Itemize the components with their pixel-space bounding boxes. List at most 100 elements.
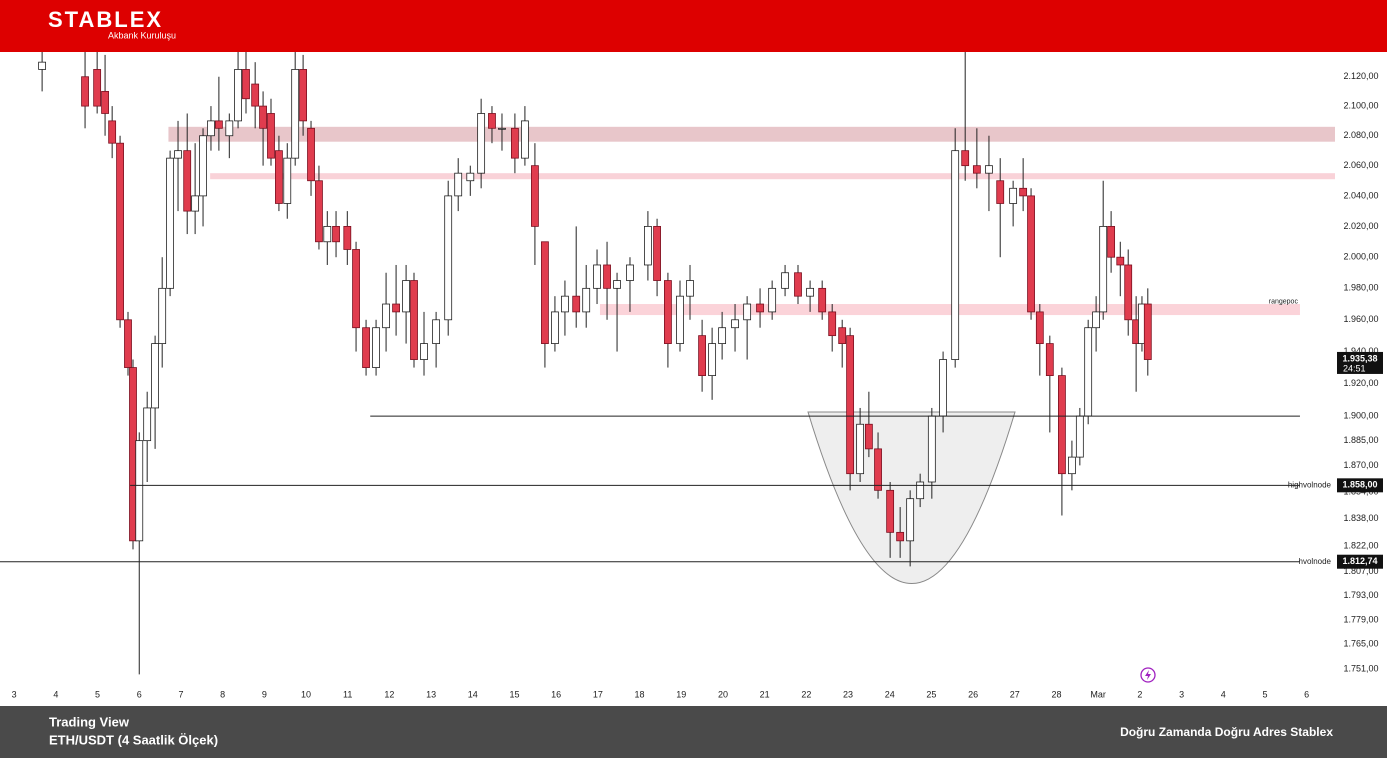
x-tick-label: 6	[1304, 689, 1309, 699]
x-tick-label: 7	[178, 689, 183, 699]
x-tick-label: 5	[1262, 689, 1267, 699]
candle-down	[242, 69, 250, 100]
candle-down	[698, 335, 707, 377]
x-tick-label: 12	[384, 689, 394, 699]
candle-down	[794, 272, 802, 297]
footer-pair: ETH/USDT (4 Saatlik Ölçek)	[49, 732, 218, 747]
y-tick-label: 1.920,00	[1343, 378, 1378, 388]
candle-up	[191, 195, 200, 212]
candle-up	[151, 343, 159, 409]
x-tick-label: 5	[95, 689, 100, 699]
candle-up	[731, 319, 739, 329]
x-tick-label: 20	[718, 689, 728, 699]
candle-up	[1092, 311, 1101, 329]
x-tick-label: 3	[1179, 689, 1184, 699]
candle-up	[906, 498, 915, 542]
candle-down	[1035, 311, 1044, 344]
x-tick-label: 28	[1051, 689, 1061, 699]
candle-down	[828, 311, 837, 337]
alert-bolt	[1145, 670, 1151, 680]
candle-down	[267, 113, 275, 159]
candle-up	[686, 280, 694, 297]
candle-up	[135, 440, 144, 542]
candle-down	[488, 113, 496, 129]
candle-down	[343, 225, 352, 250]
candle-down	[275, 150, 283, 204]
last-price-badge	[1337, 351, 1383, 374]
zone	[599, 304, 1300, 316]
candle-down	[332, 225, 340, 243]
level-name: highvolnode	[1288, 480, 1332, 489]
candle-up	[158, 287, 167, 344]
candle-up	[951, 150, 960, 360]
y-tick-label: 1.960,00	[1343, 314, 1378, 324]
candle-down	[116, 142, 124, 321]
candle-down	[299, 69, 308, 122]
candle-down	[124, 319, 132, 368]
y-tick-label: 1.885,00	[1343, 435, 1378, 445]
candle-down	[392, 303, 400, 313]
candle-down	[961, 150, 970, 167]
y-tick-label: 1.980,00	[1343, 283, 1378, 293]
x-tick-label: 14	[468, 689, 478, 699]
footer-source: Trading View	[49, 714, 130, 729]
logo-tagline: Akbank Kuruluşu	[108, 30, 176, 40]
candle-down	[362, 327, 370, 368]
candle-up	[521, 120, 529, 159]
candle-up	[174, 150, 182, 159]
x-tick-label: 21	[760, 689, 770, 699]
y-tick-label: 2.040,00	[1343, 190, 1378, 200]
level-badge	[1337, 478, 1383, 493]
x-tick-label: 9	[262, 689, 267, 699]
candle-up	[444, 195, 453, 321]
x-tick-label: 13	[426, 689, 436, 699]
candle-down	[1107, 225, 1116, 258]
candle-down	[259, 105, 267, 129]
candle-up	[856, 423, 865, 475]
candle-up	[1009, 187, 1018, 204]
x-tick-label: 17	[593, 689, 603, 699]
candle-down	[511, 127, 519, 159]
level-badge	[1337, 554, 1383, 569]
footer-slogan: Doğru Zamanda Doğru Adres Stablex	[1120, 725, 1333, 739]
candle-down	[81, 76, 89, 107]
x-tick-label: 10	[301, 689, 311, 699]
candle-up	[1084, 327, 1093, 417]
candle-down	[874, 448, 882, 491]
candle-up	[561, 295, 569, 313]
x-tick-label: 15	[509, 689, 519, 699]
alert-icon[interactable]	[1140, 667, 1156, 683]
last-price: 1.935,38	[1342, 353, 1377, 363]
candle-up	[432, 319, 441, 344]
x-tick-label: 25	[926, 689, 936, 699]
x-tick-label: 18	[635, 689, 645, 699]
candle-down	[1124, 264, 1133, 321]
y-tick-label: 2.080,00	[1343, 130, 1378, 140]
level-value: 1.858,00	[1342, 480, 1377, 490]
y-tick-label: 2.000,00	[1343, 252, 1378, 262]
candle-down	[1019, 187, 1028, 197]
x-tick-label: 11	[343, 689, 352, 699]
candle-down	[108, 120, 117, 144]
x-tick-label: 3	[12, 689, 17, 699]
x-tick-label: 4	[53, 689, 58, 699]
candle-up	[283, 157, 292, 204]
y-tick-label: 2.120,00	[1343, 71, 1378, 81]
y-tick-label: 1.765,00	[1343, 639, 1378, 649]
y-tick-label: 1.751,00	[1343, 663, 1378, 673]
y-tick-label: 2.020,00	[1343, 221, 1378, 231]
candle-down	[603, 264, 611, 289]
candle-up	[551, 311, 559, 344]
candle-up	[382, 303, 390, 329]
y-tick-label: 2.100,00	[1343, 100, 1378, 110]
x-tick-label: 6	[137, 689, 142, 699]
candle-up	[234, 69, 242, 122]
candle-up	[939, 359, 947, 417]
candle-up	[291, 69, 300, 159]
y-tick-label: 1.900,00	[1343, 410, 1378, 420]
candle-up	[743, 303, 752, 321]
candle-down	[183, 150, 192, 212]
x-tick-label: 23	[843, 689, 853, 699]
candle-up	[466, 172, 475, 182]
